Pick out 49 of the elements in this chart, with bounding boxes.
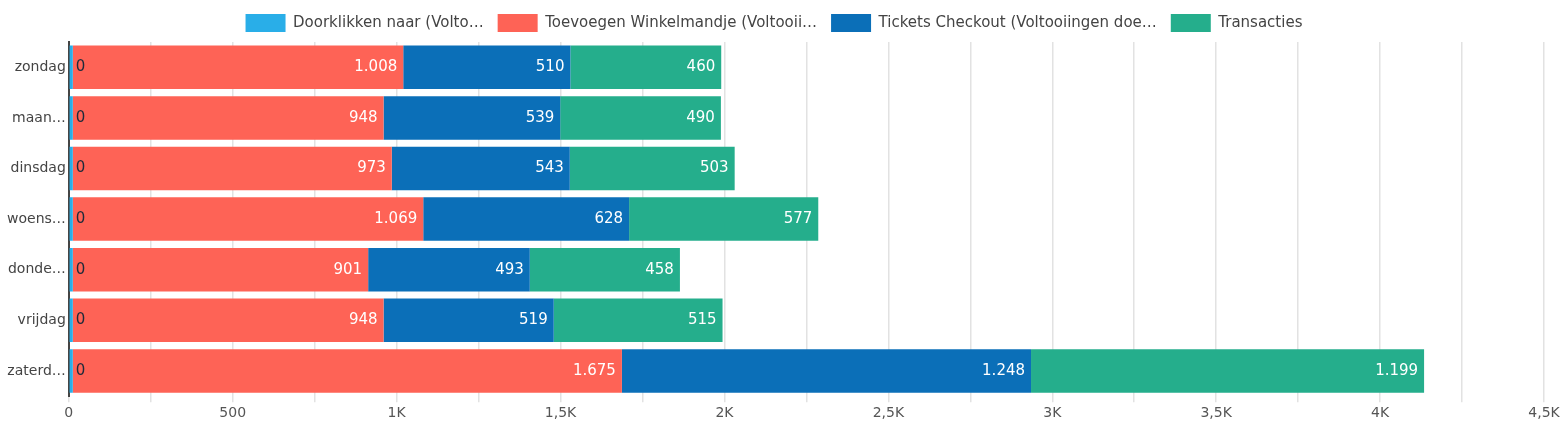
x-tick-label: 500	[219, 404, 247, 421]
data-label: 0	[75, 360, 86, 379]
data-label: 1.008	[354, 57, 398, 76]
data-label: 0	[75, 208, 86, 227]
y-tick-label: donde…	[7, 260, 66, 277]
data-label: 948	[348, 310, 378, 329]
data-label: 515	[687, 310, 717, 329]
x-tick-label: 3,5K	[1200, 404, 1233, 421]
data-label: 0	[75, 158, 86, 177]
y-tick-label: maan…	[12, 108, 66, 125]
data-label: 493	[495, 259, 524, 278]
y-tick-label: dinsdag	[10, 159, 66, 176]
data-label: 0	[75, 310, 86, 329]
data-label: 0	[75, 107, 86, 126]
legend-label: Toevoegen Winkelmandje (Voltooii…	[544, 12, 818, 31]
legend-label: Tickets Checkout (Voltooiingen doe…	[877, 12, 1157, 31]
y-tick-label: woens…	[7, 209, 66, 226]
data-label: 543	[535, 158, 564, 177]
data-label: 503	[700, 158, 729, 177]
data-label: 539	[525, 107, 555, 126]
data-label: 490	[686, 107, 715, 126]
y-tick-label: zaterd…	[7, 361, 66, 378]
x-tick-label: 2,5K	[872, 404, 905, 421]
data-label: 1.248	[982, 360, 1026, 379]
data-label: 519	[519, 310, 548, 329]
x-tick-label: 4,5K	[1528, 404, 1561, 421]
x-tick-label: 4K	[1371, 404, 1390, 421]
legend-label: Transacties	[1217, 12, 1303, 31]
data-label: 0	[75, 57, 86, 76]
data-label: 1.199	[1375, 360, 1419, 379]
x-tick-label: 2K	[715, 404, 735, 421]
data-label: 510	[535, 57, 565, 76]
y-tick-label: zondag	[14, 57, 66, 74]
data-label: 458	[645, 259, 674, 278]
data-label: 1.069	[374, 208, 418, 227]
data-label: 577	[783, 208, 813, 227]
data-label: 460	[686, 57, 716, 76]
data-label: 0	[75, 259, 86, 278]
data-label: 628	[594, 208, 624, 227]
data-label: 973	[357, 158, 386, 177]
x-tick-label: 0	[64, 404, 74, 421]
y-tick-label: vrijdag	[17, 310, 66, 327]
data-label: 948	[348, 107, 378, 126]
x-tick-label: 1K	[387, 404, 407, 421]
data-label: 901	[333, 259, 363, 278]
x-tick-label: 1,5K	[544, 404, 578, 421]
data-label: 1.675	[572, 360, 616, 379]
legend-label: Doorklikken naar (Volto…	[293, 12, 484, 31]
x-tick-label: 3K	[1043, 404, 1063, 421]
